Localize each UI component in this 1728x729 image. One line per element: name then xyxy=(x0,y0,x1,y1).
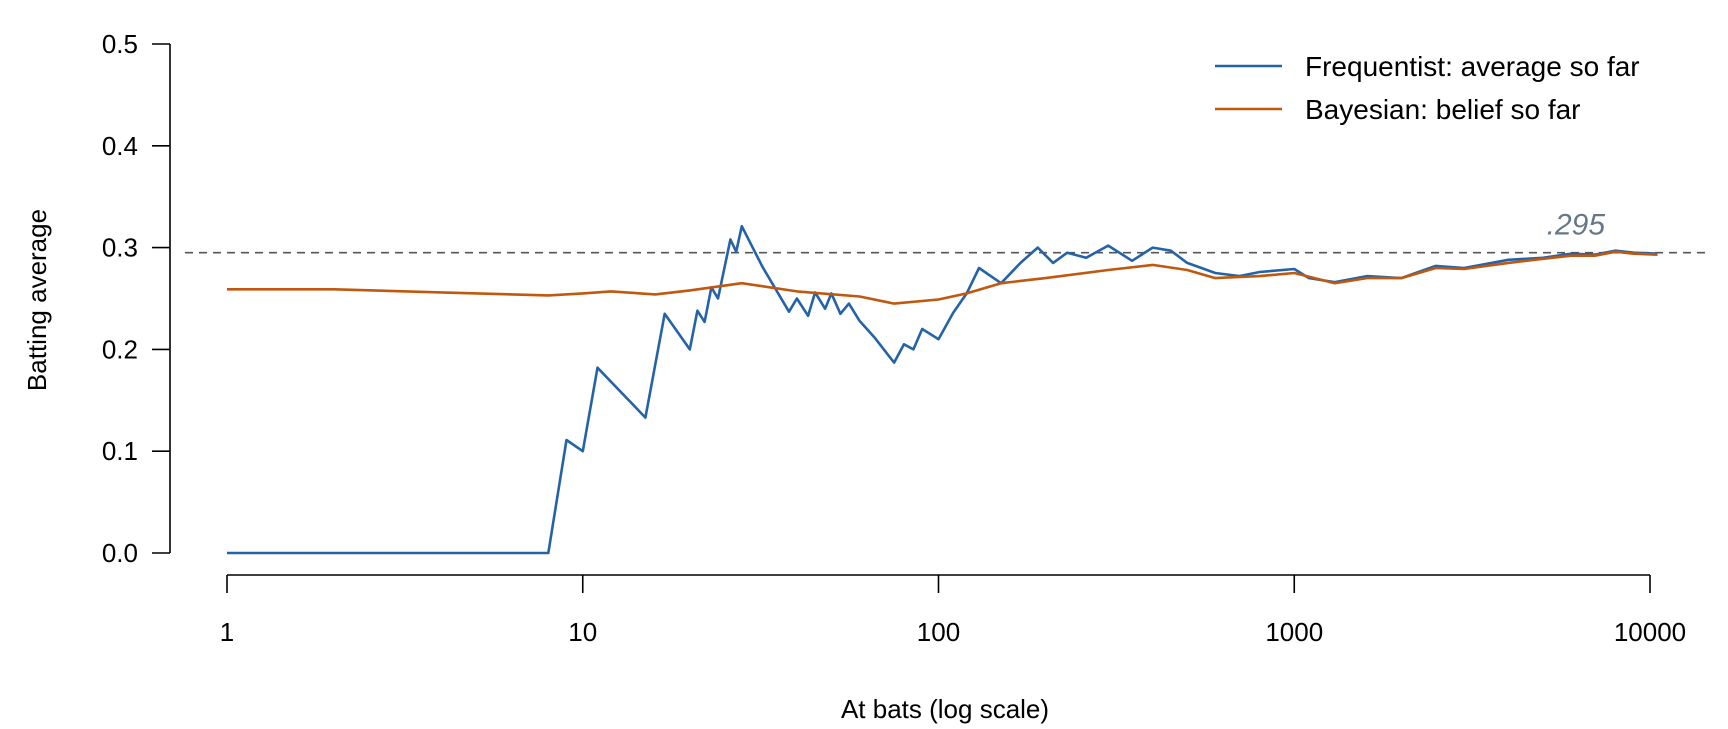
x-tick-label: 10000 xyxy=(1614,617,1686,647)
y-tick-label: 0.4 xyxy=(102,131,138,161)
series-line-bayesian xyxy=(227,250,1658,305)
y-tick-label: 0.2 xyxy=(102,334,138,364)
y-axis-title: Batting average xyxy=(22,209,52,391)
y-axis: 0.0 0.1 0.2 0.3 0.4 0.5 xyxy=(102,29,171,568)
y-tick-label: 0.1 xyxy=(102,436,138,466)
legend-label: Bayesian: belief so far xyxy=(1305,94,1581,125)
y-tick-label: 0.3 xyxy=(102,233,138,263)
x-tick-label: 1 xyxy=(220,617,234,647)
x-tick-label: 100 xyxy=(917,617,960,647)
x-axis: 1 10 100 1000 10000 xyxy=(220,574,1686,647)
y-tick-label: 0.0 xyxy=(102,538,138,568)
legend-label: Frequentist: average so far xyxy=(1305,51,1640,82)
x-tick-label: 1000 xyxy=(1265,617,1323,647)
x-axis-title: At bats (log scale) xyxy=(841,694,1049,724)
x-tick-label: 10 xyxy=(568,617,597,647)
reference-line-label: .295 xyxy=(1547,209,1606,242)
y-tick-label: 0.5 xyxy=(102,29,138,59)
series-line-frequentist xyxy=(227,224,1658,555)
legend: Frequentist: average so far Bayesian: bel… xyxy=(1215,51,1640,125)
plot-area: .295 xyxy=(185,209,1710,555)
